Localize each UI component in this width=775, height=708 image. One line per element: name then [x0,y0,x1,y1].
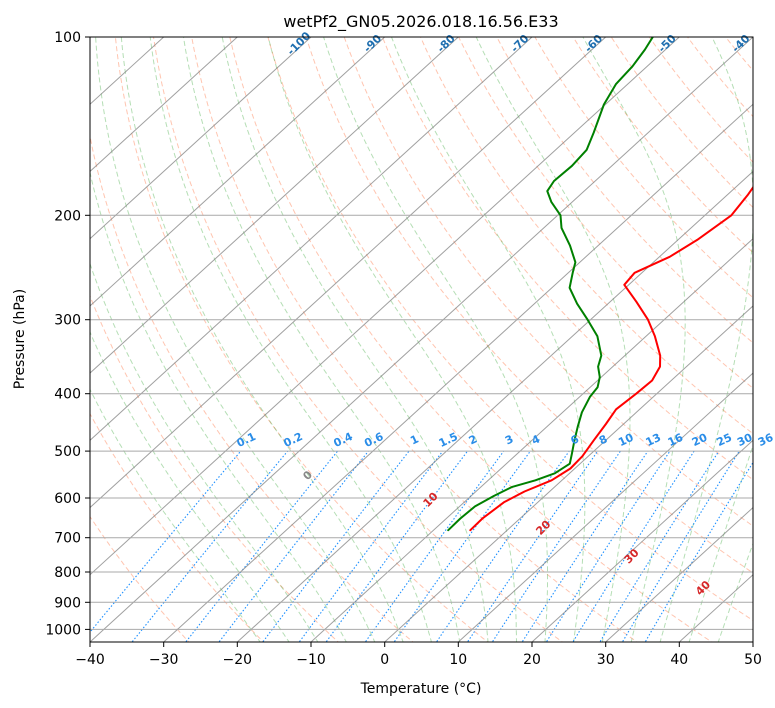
y-tick-label: 600 [54,491,81,507]
isotherm-line [90,37,753,642]
moist-adiabat-line [90,262,319,642]
moist-adiabat-line [149,37,432,642]
dry-adiabat-line [90,294,339,642]
moist-adiabat-line [90,388,261,642]
x-tick-label: −10 [296,652,326,668]
moist-adiabat-line [582,37,686,642]
isotherm-line [310,237,753,642]
mixing-ratio-line [364,450,505,642]
x-axis: −40 −30 −20 −10 0 10 20 30 40 50 [75,642,762,668]
temperature-profile-line [469,185,753,532]
x-tick-label: 10 [449,652,467,668]
dry-adiabat-line [152,37,564,642]
moist-adiabat-line [688,443,753,642]
plot-frame [89,36,754,643]
x-tick-label: −40 [75,652,105,668]
moist-adiabat-line [659,37,753,642]
dry-adiabat-line [90,133,414,642]
mixing-ratio-label: 13 [644,431,663,449]
dry-adiabat-line [191,37,638,642]
moist-adiabat-line [120,37,404,642]
mixing-ratio-line [218,450,369,642]
y-tick-label: 400 [54,387,81,403]
isotherm-line [457,372,753,642]
y-tick-label: 900 [54,595,81,611]
moist-adiabat-line [90,170,347,642]
x-tick-label: 0 [380,652,389,668]
y-axis-title: Pressure (hPa) [12,289,28,389]
isotherm-line [236,170,753,642]
profile-lines [447,37,753,532]
x-tick-label: −20 [223,652,253,668]
dry-adiabat-line [419,37,753,435]
moist-adiabat-line [391,37,586,642]
mixing-ratio-line [491,450,621,642]
isotherm-line [384,305,753,642]
moist-adiabat-line [183,37,461,642]
x-tick-label: 30 [597,652,615,668]
x-tick-label: 50 [744,652,762,668]
mixing-ratio-label: 30 [735,431,755,449]
x-tick-label: 20 [523,652,541,668]
isotherm-line [90,37,459,374]
mixing-ratio-label: 20 [690,431,710,449]
chart-title: wetPf2_GN05.2026.018.16.56.E33 [283,12,558,32]
mixing-ratio-label: 36 [756,431,775,449]
mixing-ratio-line [572,450,695,642]
moist-adiabat-line [717,542,753,642]
moist-adiabat-line [95,37,376,642]
y-tick-label: 700 [54,531,81,547]
y-tick-label: 1000 [45,622,81,638]
dewpoint-profile-line [447,37,654,532]
isotherm-line [90,37,607,509]
dry-adiabat-line [458,37,753,389]
x-tick-label: −30 [149,652,179,668]
mixing-ratio-line [599,450,720,642]
y-tick-label: 200 [54,208,81,224]
mixing-ratio-label: 16 [666,431,686,449]
mixing-ratio-line [545,450,671,642]
mixing-ratio-label: 25 [715,431,734,449]
mixing-ratio-line [621,450,740,642]
mixing-ratio-line [521,450,649,642]
mixing-ratio-line [185,450,339,642]
isotherm-line [605,506,753,642]
moist-adiabat-line [221,37,489,642]
x-tick-label: 40 [670,652,688,668]
isotherm-line [90,37,386,307]
isotherm-line [90,37,238,173]
isotherm-line [90,37,312,240]
dry-adiabat-line [267,37,753,622]
moist-adiabat-line [475,37,631,642]
dry-adiabat-line [305,37,753,574]
mixing-ratio-line [393,450,531,642]
dry-adiabat-line [534,37,753,299]
isotherm-line [90,37,533,442]
y-tick-label: 300 [54,313,81,329]
mixing-ratio-label: 10 [616,431,636,449]
dry-adiabat-line [381,37,753,481]
moist-adiabat-line [267,37,517,642]
moist-adiabat-line [323,37,548,642]
isotherm-line [531,439,753,642]
x-axis-title: Temperature (°C) [360,681,482,697]
y-axis: 1000 900 800 700 600 500 400 300 200 100 [45,30,90,638]
isotherm-line [90,37,680,576]
moist-adiabat-line [90,330,290,642]
mixing-ratio-line [435,450,570,642]
y-tick-label: 500 [54,444,81,460]
mixing-ratio-line [325,450,468,642]
y-tick-label: 100 [54,30,81,46]
isotherm-line [163,103,753,642]
y-tick-label: 800 [54,565,81,581]
grid-lines [90,37,753,642]
